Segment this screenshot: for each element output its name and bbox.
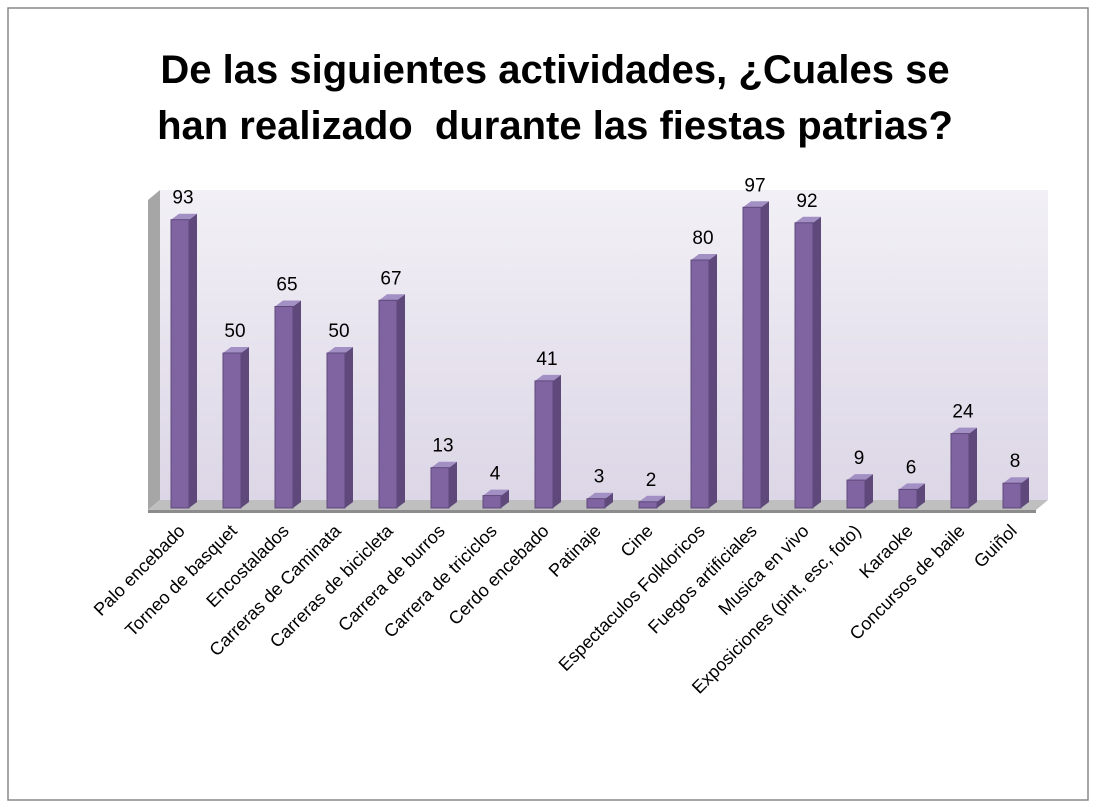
bar-side <box>865 474 873 508</box>
bar-side <box>345 347 353 508</box>
bar-side <box>397 294 405 508</box>
bar-side <box>605 492 613 508</box>
bar-top <box>275 300 301 307</box>
bar-side <box>189 213 197 508</box>
bar-side <box>761 201 769 509</box>
back-wall <box>160 190 1048 500</box>
bar-top <box>1003 477 1029 484</box>
bar-top <box>483 489 509 496</box>
bar-top <box>535 374 561 381</box>
bar-side <box>501 489 509 508</box>
bar-side <box>553 374 561 508</box>
bar-side <box>241 347 249 508</box>
floor-edge <box>148 510 1036 513</box>
value-label: 2 <box>646 470 657 491</box>
bar <box>378 299 398 509</box>
bar-top <box>795 216 821 223</box>
bar-side <box>1021 477 1029 508</box>
bar <box>482 495 502 509</box>
bar <box>274 306 294 509</box>
bar <box>898 488 918 509</box>
bar <box>638 501 658 509</box>
bar-side <box>449 461 457 508</box>
bar-side <box>969 427 977 508</box>
bar-side <box>293 300 301 508</box>
bar-side <box>709 254 717 508</box>
bar-top <box>379 294 405 301</box>
bar-top <box>587 492 613 499</box>
bar-top <box>431 461 457 468</box>
bar <box>690 259 710 509</box>
bar-top <box>743 201 769 208</box>
bar-side <box>657 495 665 508</box>
bar-top <box>171 213 197 220</box>
bar <box>1002 482 1022 509</box>
bar <box>534 380 554 509</box>
bar-top <box>847 474 873 481</box>
bar-top <box>691 254 717 260</box>
bar-top <box>639 495 665 502</box>
side-wall <box>148 190 160 510</box>
value-label: 50 <box>224 321 245 342</box>
bar-top <box>223 347 249 353</box>
bar-side <box>917 483 925 508</box>
bar <box>170 219 190 509</box>
bar-top <box>899 483 925 490</box>
bar <box>950 433 970 509</box>
value-label: 93 <box>172 188 193 209</box>
value-label: 97 <box>744 175 765 196</box>
value-label: 6 <box>906 457 917 478</box>
value-label: 4 <box>490 464 501 485</box>
value-label: 3 <box>594 467 605 488</box>
value-label: 92 <box>796 191 817 212</box>
value-label: 67 <box>380 268 401 289</box>
value-label: 24 <box>952 402 974 423</box>
value-label: 13 <box>432 436 453 457</box>
bar <box>846 479 866 509</box>
bar <box>586 498 606 509</box>
bar <box>794 222 814 509</box>
bar <box>222 352 242 509</box>
value-label: 50 <box>328 321 349 342</box>
bar-top <box>327 347 353 353</box>
value-label: 41 <box>536 349 557 370</box>
bar <box>742 206 762 509</box>
bar-top <box>951 427 977 434</box>
bar <box>326 352 346 509</box>
bar <box>430 467 450 509</box>
value-label: 65 <box>276 275 297 296</box>
chart-title: De las siguientes actividades, ¿Cuales s… <box>157 48 961 148</box>
bar-side <box>813 216 821 509</box>
value-label: 8 <box>1010 451 1021 472</box>
value-label: 9 <box>854 448 865 469</box>
value-label: 80 <box>692 228 713 249</box>
